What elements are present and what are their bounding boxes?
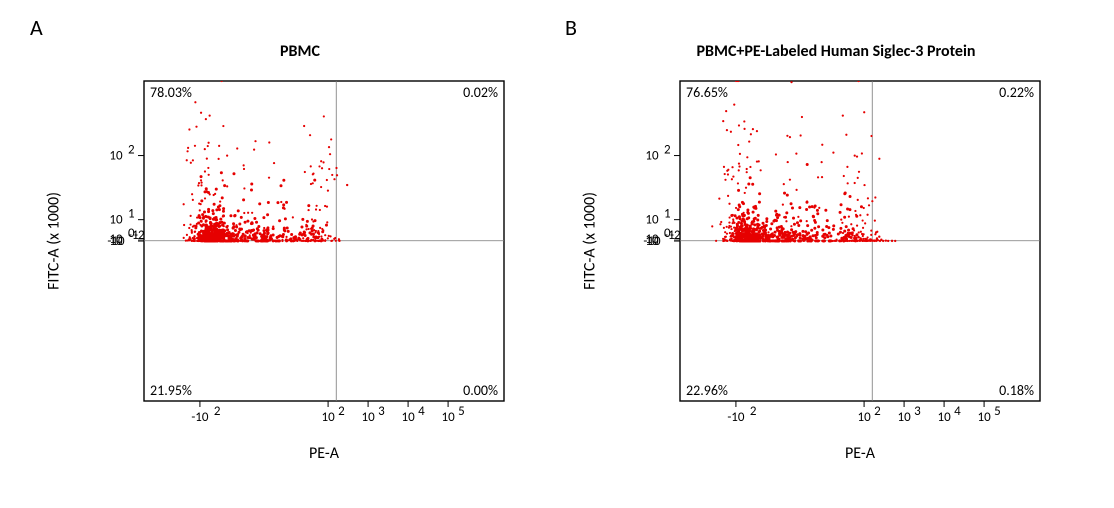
- svg-text:4: 4: [954, 404, 961, 419]
- panel-B: PBMC+PE-Labeled Human Siglec-3 Protein -1…: [596, 42, 1076, 487]
- svg-text:10: 10: [937, 410, 951, 425]
- panel-title: PBMC: [60, 42, 540, 61]
- svg-text:10: 10: [645, 232, 659, 247]
- panel-A: PBMC-102102103104105-10-210-110010110278…: [60, 42, 540, 487]
- scatter-plot: -102102103104105-10-210-110010110276.65%…: [596, 67, 1076, 487]
- scatter-plot: -102102103104105-10-210-110010110278.03%…: [60, 67, 540, 487]
- svg-text:10: 10: [361, 410, 375, 425]
- svg-text:4: 4: [418, 404, 425, 419]
- panel-title: PBMC+PE-Labeled Human Siglec-3 Protein: [596, 42, 1076, 61]
- svg-text:3: 3: [378, 404, 385, 419]
- svg-text:22.96%: 22.96%: [686, 382, 728, 399]
- svg-text:1: 1: [128, 207, 135, 222]
- panel-label-A: A: [30, 14, 43, 41]
- svg-text:0.18%: 0.18%: [999, 382, 1034, 399]
- svg-text:10: 10: [109, 149, 123, 164]
- svg-text:76.65%: 76.65%: [686, 84, 728, 101]
- svg-text:3: 3: [914, 404, 921, 419]
- svg-text:10: 10: [897, 410, 911, 425]
- svg-text:-10: -10: [191, 410, 209, 425]
- svg-text:0: 0: [128, 226, 135, 241]
- svg-text:5: 5: [994, 404, 1001, 419]
- x-axis-label: PE-A: [309, 444, 339, 463]
- svg-text:2: 2: [338, 404, 345, 419]
- svg-text:10: 10: [321, 410, 335, 425]
- svg-text:0.22%: 0.22%: [999, 84, 1034, 101]
- x-axis-label: PE-A: [845, 444, 875, 463]
- svg-text:10: 10: [401, 410, 415, 425]
- svg-text:10: 10: [109, 232, 123, 247]
- svg-text:10: 10: [441, 410, 455, 425]
- y-axis-label: FITC-A (x 1000): [581, 192, 600, 290]
- svg-text:0.00%: 0.00%: [463, 382, 498, 399]
- svg-text:-10: -10: [727, 410, 745, 425]
- svg-text:0: 0: [664, 226, 671, 241]
- svg-text:0.02%: 0.02%: [463, 84, 498, 101]
- svg-text:10: 10: [645, 149, 659, 164]
- svg-text:2: 2: [128, 143, 135, 158]
- svg-text:10: 10: [977, 410, 991, 425]
- svg-text:21.95%: 21.95%: [150, 382, 192, 399]
- svg-text:10: 10: [857, 410, 871, 425]
- panel-label-B: B: [565, 14, 577, 41]
- svg-text:2: 2: [750, 404, 757, 419]
- svg-text:10: 10: [109, 213, 123, 228]
- svg-text:2: 2: [664, 143, 671, 158]
- svg-text:1: 1: [664, 207, 671, 222]
- y-axis-label: FITC-A (x 1000): [45, 192, 64, 290]
- svg-text:10: 10: [645, 213, 659, 228]
- svg-text:2: 2: [214, 404, 221, 419]
- svg-text:5: 5: [458, 404, 465, 419]
- svg-text:2: 2: [874, 404, 881, 419]
- svg-text:78.03%: 78.03%: [150, 84, 192, 101]
